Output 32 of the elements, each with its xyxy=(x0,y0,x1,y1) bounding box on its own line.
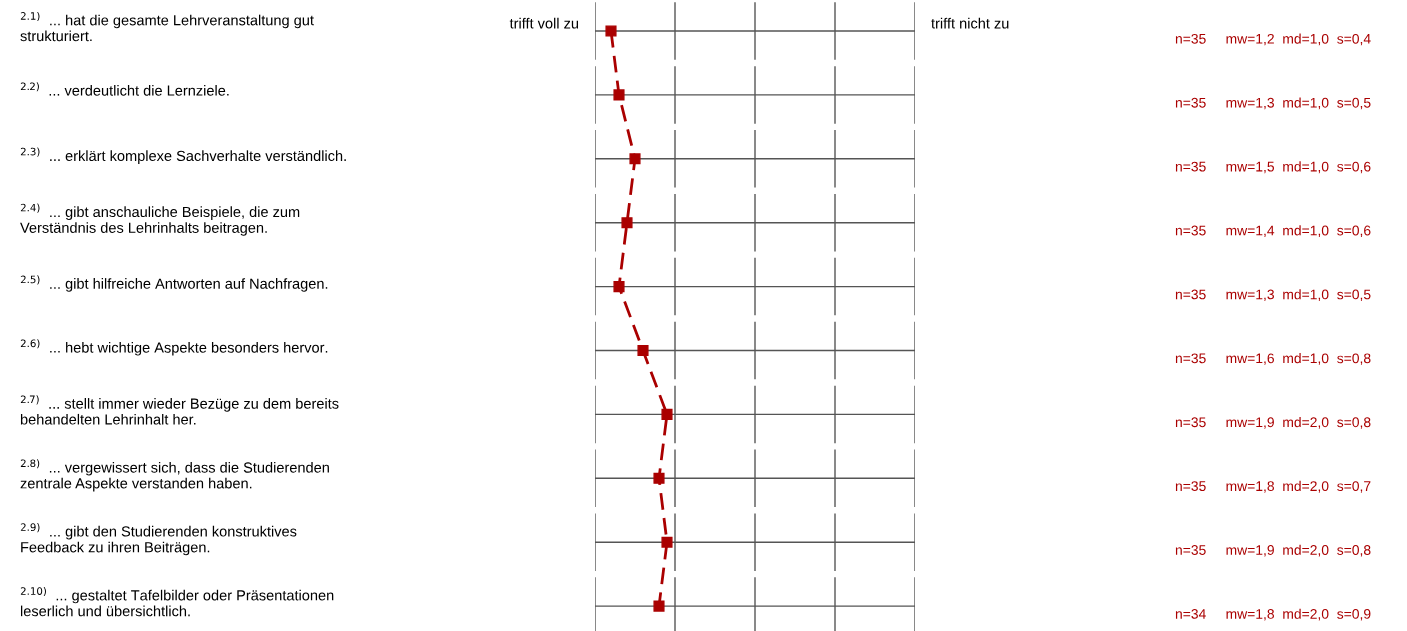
y-tick-label: $^{2.5)}$ ... gibt hilfreiche Antworten auf Nachfragen. xyxy=(20,275,328,292)
data-label: n=35 mw=1,9 md=2,0 s=0,8 xyxy=(1175,416,1371,429)
y-tick-label: $^{2.4)}$ ... gibt anschauliche Beispiele, die zum Verständnis des Lehrinhalts beitragen. xyxy=(20,203,300,236)
data-label: n=34 mw=1,8 md=2,0 s=0,9 xyxy=(1175,608,1371,621)
point xyxy=(653,472,665,484)
data-label: n=35 mw=1,9 md=2,0 s=0,8 xyxy=(1175,544,1371,557)
point xyxy=(653,600,665,612)
y-tick-label: $^{2.6)}$ ... hebt wichtige Aspekte besonders hervor. xyxy=(20,339,328,356)
y-tick-label: $^{2.7)}$ ... stellt immer wieder Bezüge zu dem bereits behandelten Lehrinhalt her. xyxy=(20,395,339,425)
y-tick-label: $^{2.10)}$ ... gestaltet Tafelbilder oder Präsentationen leserlich und übersichtlich. xyxy=(20,587,334,617)
point xyxy=(637,344,649,357)
y-tick-label: $^{2.2)}$ ... verdeutlicht die Lernziele. xyxy=(20,82,229,96)
y-tick-label: $^{2.1)}$ ... hat die gesamte Lehrveranstaltung gut strukturiert. xyxy=(20,11,314,42)
data-label: n=35 mw=1,8 md=2,0 s=0,7 xyxy=(1175,480,1371,493)
point xyxy=(629,153,641,165)
y-tick-label: $^{2.9)}$ ... gibt den Studierenden konstruktives Feedback zu ihren Beiträgen. xyxy=(20,523,297,556)
y-tick-label: $^{2.3)}$ ... erklärt komplexe Sachverhalte verständlich. xyxy=(20,147,346,164)
point xyxy=(661,408,673,420)
data-label: n=35 mw=1,5 md=1,0 s=0,6 xyxy=(1175,161,1371,174)
data-label: n=35 mw=1,6 md=1,0 s=0,8 xyxy=(1175,353,1371,365)
point xyxy=(621,217,633,229)
data-label: n=35 mw=1,4 md=1,0 s=0,6 xyxy=(1175,225,1371,238)
data-label: n=35 mw=1,3 md=1,0 s=0,5 xyxy=(1175,289,1371,301)
point xyxy=(661,536,673,548)
text: trifft voll zu xyxy=(509,17,579,29)
point xyxy=(605,25,617,37)
data-label: n=35 mw=1,2 md=1,0 s=0,4 xyxy=(1175,33,1371,46)
text: trifft nicht zu xyxy=(931,17,1009,29)
data-label: n=35 mw=1,3 md=1,0 s=0,5 xyxy=(1175,97,1371,110)
y-tick-label: $^{2.8)}$ ... vergewissert sich, dass die Studierenden zentrale Aspekte verstanden haben. xyxy=(20,459,329,492)
point xyxy=(613,89,625,101)
point xyxy=(613,281,625,293)
